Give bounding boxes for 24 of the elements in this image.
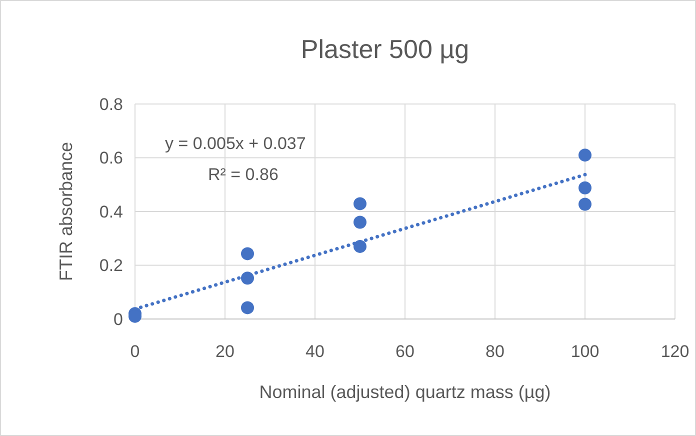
y-tick-label: 0.4 (99, 202, 123, 222)
point (578, 148, 592, 162)
point (354, 197, 366, 210)
annotation: y = 0.005x + 0.037 (165, 134, 306, 153)
y-tick-label: 0.2 (99, 256, 123, 276)
point (578, 198, 592, 211)
x-tick-label: 40 (306, 342, 324, 361)
point (354, 216, 366, 229)
y-tick-label: 0 (114, 310, 123, 329)
x-tick-label: 20 (216, 342, 234, 361)
y-axis-title: FTIR absorbance (56, 142, 76, 282)
x-axis-title: Nominal (adjusted) quartz mass (µg) (259, 382, 551, 402)
x-tick-label: 60 (396, 342, 414, 361)
y-tick-label: 0.8 (99, 94, 123, 114)
x-tick-label: 0 (130, 342, 140, 361)
point (578, 181, 592, 194)
y-tick-label: 0.6 (99, 148, 123, 168)
chart-title: Plaster 500 µg (300, 34, 470, 64)
annotation: R² = 0.86 (208, 165, 278, 184)
x-tick-label: 120 (660, 342, 690, 361)
x-tick-label: 100 (570, 342, 600, 361)
x-tick-label: 80 (486, 342, 504, 361)
point (241, 247, 254, 260)
point (241, 301, 254, 314)
